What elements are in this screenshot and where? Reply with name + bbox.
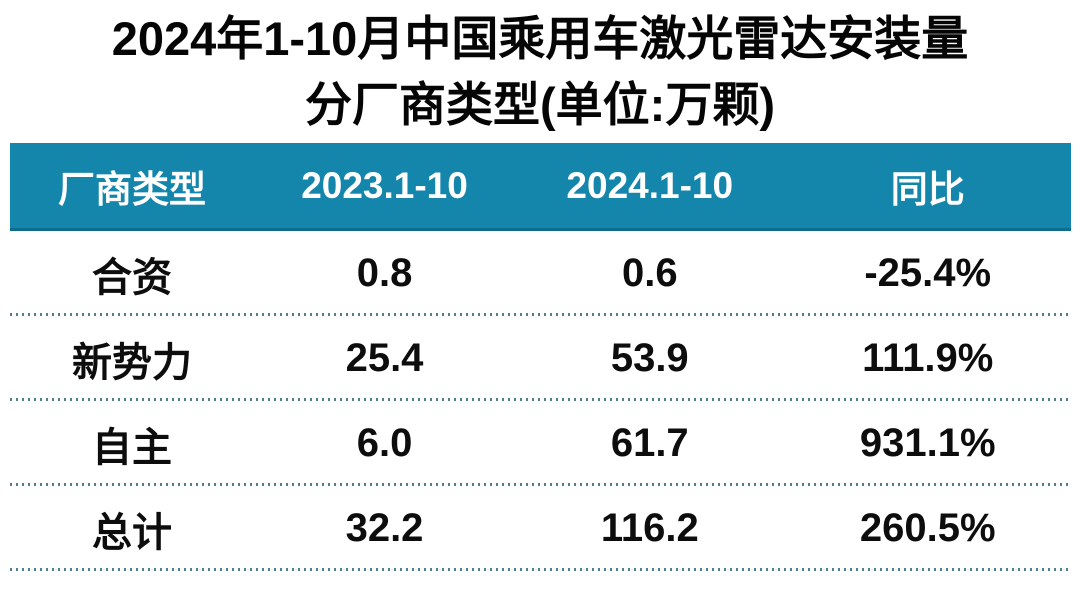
value-2023: 25.4 — [345, 336, 424, 380]
value-yoy: 260.5% — [859, 506, 996, 550]
row-label: 总计 — [92, 510, 172, 555]
row-label: 自主 — [92, 425, 172, 470]
column-header-yoy: 同比 — [890, 168, 965, 210]
page-title: 2024年1-10月中国乘用车激光雷达安装量 分厂商类型(单位:万颗) — [0, 0, 1080, 143]
row-label: 合资 — [92, 255, 172, 300]
value-2024: 116.2 — [600, 506, 699, 550]
lidar-install-table: 厂商类型 2023.1-10 2024.1-10 同比 合资 0.8 0.6 -… — [10, 143, 1071, 571]
column-header-2024-1-10: 2024.1-10 — [566, 164, 734, 206]
row-label: 新势力 — [72, 340, 192, 385]
table-row-joint-venture: 合资 0.8 0.6 -25.4% — [10, 231, 1071, 316]
table-row-new-forces: 新势力 25.4 53.9 111.9% — [10, 316, 1071, 401]
value-2023: 32.2 — [345, 506, 424, 550]
value-yoy: -25.4% — [864, 251, 992, 295]
table-row-total: 总计 32.2 116.2 260.5% — [10, 486, 1071, 571]
column-header-2023-1-10: 2023.1-10 — [301, 164, 468, 206]
value-2023: 6.0 — [356, 421, 413, 465]
value-2023: 0.8 — [356, 251, 413, 295]
table-header-row: 厂商类型 2023.1-10 2024.1-10 同比 — [10, 143, 1071, 231]
page-title-line2: 分厂商类型(单位:万颗) — [305, 78, 775, 131]
value-2024: 53.9 — [610, 336, 689, 380]
value-2024: 61.7 — [610, 421, 689, 465]
table-row-independent: 自主 6.0 61.7 931.1% — [10, 401, 1071, 486]
value-yoy: 111.9% — [862, 336, 994, 380]
page-title-line1: 2024年1-10月中国乘用车激光雷达安装量 — [111, 12, 969, 65]
value-yoy: 931.1% — [859, 421, 996, 465]
column-header-manufacturer-type: 厂商类型 — [58, 168, 206, 210]
value-2024: 0.6 — [621, 251, 678, 295]
